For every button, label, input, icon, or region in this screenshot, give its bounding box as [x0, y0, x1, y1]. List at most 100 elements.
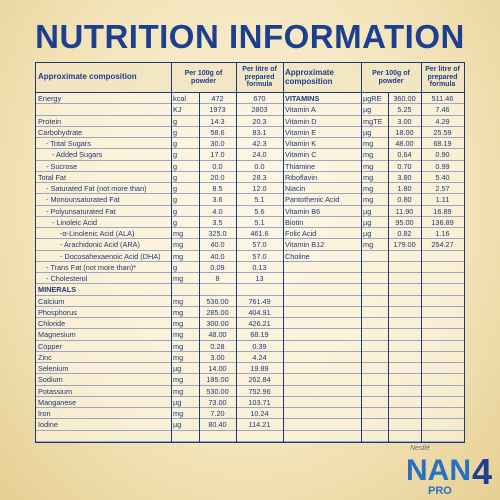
row-label: Niacin [283, 183, 361, 195]
value: 2803 [236, 104, 283, 116]
row-label: -α-Linolenic Acid (ALA) [36, 228, 171, 240]
row-label [283, 318, 361, 330]
value: 58.6 [199, 127, 236, 139]
value: 14.3 [199, 116, 236, 127]
value: 7.20 [199, 408, 236, 420]
row-label: Vitamin K [283, 138, 361, 150]
unit: g [171, 127, 199, 139]
value [236, 284, 283, 296]
unit: g [171, 116, 199, 127]
row-label: Folic Acid [283, 228, 361, 240]
title: NUTRITION INFORMATION [35, 18, 465, 55]
value: 18.00 [388, 127, 421, 139]
row-label: Vitamin B6 [283, 206, 361, 217]
value [388, 374, 421, 386]
value [421, 329, 464, 341]
value: 1.80 [388, 183, 421, 195]
column-rule [421, 63, 422, 442]
value [388, 352, 421, 364]
unit: mg [361, 194, 388, 206]
value [388, 408, 421, 420]
value: 0.09 [199, 262, 236, 274]
value: 10.24 [236, 408, 283, 420]
row-label: Vitamin C [283, 149, 361, 161]
unit [361, 352, 388, 364]
value: 3.5 [199, 217, 236, 229]
row-label [283, 363, 361, 375]
unit: mg [171, 239, 199, 251]
value: 20.0 [199, 172, 236, 184]
unit [361, 329, 388, 341]
value: 472 [199, 93, 236, 105]
row-label: Total Fat [36, 172, 171, 184]
value: 57.0 [236, 239, 283, 251]
row-label: Vitamin E [283, 127, 361, 139]
logo-stage: 4 [472, 451, 492, 492]
value [388, 431, 421, 442]
unit: mg [171, 273, 199, 285]
row-label: VITAMINS [283, 93, 361, 105]
unit: mg [171, 307, 199, 319]
unit: g [171, 161, 199, 172]
unit: µg [361, 217, 388, 229]
row-label: - Saturated Fat (not more than) [36, 183, 171, 195]
unit: g [171, 172, 199, 184]
column-rule [361, 63, 362, 442]
row-label: Iodine [36, 419, 171, 431]
row-label: Vitamin A [283, 104, 361, 116]
value [421, 363, 464, 375]
row-label: - Trans Fat (not more than)* [36, 262, 171, 274]
value [388, 329, 421, 341]
logo-name: NAN [406, 454, 471, 487]
value [388, 296, 421, 307]
value: 325.0 [199, 228, 236, 240]
unit [361, 318, 388, 330]
value: 103.71 [236, 397, 283, 409]
unit: µg [171, 397, 199, 409]
row-label: Iron [36, 408, 171, 420]
unit [361, 363, 388, 375]
value [199, 431, 236, 442]
unit: g [171, 183, 199, 195]
row-label: Phosphorus [36, 307, 171, 319]
column-rule [171, 63, 172, 442]
value: 13 [236, 273, 283, 285]
unit: mg [171, 251, 199, 262]
value: 1.11 [421, 194, 464, 206]
logo: Nestlé NAN PRO 4 [406, 445, 492, 497]
value [421, 397, 464, 409]
value: 2.57 [421, 183, 464, 195]
unit [361, 251, 388, 262]
unit: mg [171, 341, 199, 352]
row-label [283, 386, 361, 397]
value: 136.89 [421, 217, 464, 229]
value: 0.28 [199, 341, 236, 352]
row-label: - Arachidonic Acid (ARA) [36, 239, 171, 251]
value: 0.0 [236, 161, 283, 172]
value: 14.00 [199, 363, 236, 375]
value [388, 251, 421, 262]
unit: g [171, 138, 199, 150]
row-label: Manganese [36, 397, 171, 409]
unit: KJ [171, 104, 199, 116]
value: 95.00 [388, 217, 421, 229]
unit [171, 284, 199, 296]
value: 5.6 [236, 206, 283, 217]
value: 1.16 [421, 228, 464, 240]
unit: mg [361, 239, 388, 251]
row-label [283, 397, 361, 409]
value: 4.0 [199, 206, 236, 217]
row-label [283, 284, 361, 296]
row-label: Copper [36, 341, 171, 352]
value: 4.29 [421, 116, 464, 127]
value: 752.96 [236, 386, 283, 397]
row-label [283, 329, 361, 341]
row-label [283, 307, 361, 319]
value: 285.00 [199, 307, 236, 319]
logo-sub: PRO [428, 485, 452, 497]
column-rule [236, 63, 237, 442]
header-cell: Per litre of prepared formula [236, 63, 283, 93]
value: 73.00 [199, 397, 236, 409]
value [421, 374, 464, 386]
value [421, 341, 464, 352]
